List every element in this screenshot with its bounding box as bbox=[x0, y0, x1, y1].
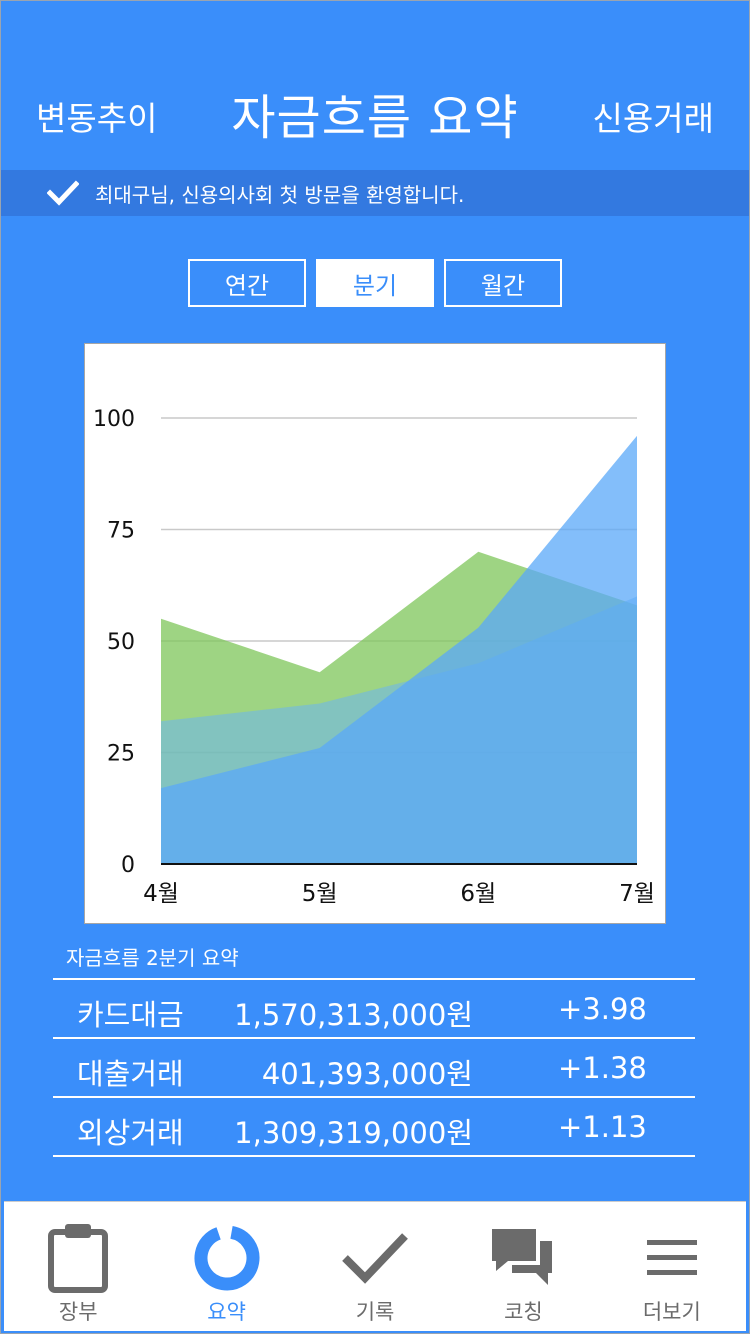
check-icon bbox=[47, 180, 79, 206]
row-name: 대출거래 bbox=[77, 1057, 184, 1091]
y-tick-label: 0 bbox=[121, 853, 135, 878]
tabbar-item-summary[interactable]: 요약 bbox=[152, 1202, 300, 1331]
bottom-tab-bar: 장부 요약 기록 코칭 bbox=[4, 1201, 746, 1331]
summary-title: 자금흐름 2분기 요약 bbox=[66, 946, 239, 970]
tabbar-item-ledger[interactable]: 장부 bbox=[4, 1202, 152, 1331]
row-amount: 1,309,319,000원 bbox=[234, 1116, 473, 1150]
series-area-3 bbox=[161, 435, 637, 864]
tabbar-label: 기록 bbox=[355, 1300, 395, 1324]
tabbar-label: 장부 bbox=[58, 1300, 98, 1324]
menu-icon bbox=[646, 1240, 697, 1275]
row-change: +1.38 bbox=[558, 1051, 647, 1085]
x-tick-label: 7월 bbox=[619, 881, 655, 907]
clipboard-icon bbox=[48, 1224, 109, 1293]
x-tick-label: 6월 bbox=[460, 881, 496, 907]
tab-quarterly[interactable]: 분기 bbox=[316, 259, 434, 307]
tabbar-label: 코칭 bbox=[504, 1300, 543, 1324]
x-tick-label: 5월 bbox=[302, 881, 338, 907]
row-change: +3.98 bbox=[558, 992, 647, 1026]
tabbar-label: 더보기 bbox=[642, 1300, 701, 1324]
app-header: 변동추이 자금흐름 요약 신용거래 bbox=[0, 0, 750, 170]
page-title-wrap: 자금흐름 요약 bbox=[0, 78, 750, 148]
check-icon bbox=[342, 1233, 408, 1284]
y-tick-label: 50 bbox=[107, 630, 135, 655]
notice-text: 최대구님, 신용의사회 첫 방문을 환영합니다. bbox=[95, 182, 465, 207]
row-amount: 1,570,313,000원 bbox=[234, 998, 473, 1032]
row-change: +1.13 bbox=[558, 1110, 647, 1144]
cashflow-chart: 0 25 50 75 100 4월 5월 6월 7월 bbox=[84, 343, 666, 924]
table-row[interactable]: 외상거래 1,309,319,000원 +1.13 bbox=[53, 1098, 695, 1157]
donut-chart-icon bbox=[194, 1225, 260, 1291]
row-name: 외상거래 bbox=[77, 1116, 184, 1150]
table-row[interactable]: 대출거래 401,393,000원 +1.38 bbox=[53, 1039, 695, 1098]
tabbar-item-coaching[interactable]: 코칭 bbox=[449, 1202, 597, 1331]
chat-bubbles-icon bbox=[492, 1229, 553, 1285]
table-row[interactable]: 카드대금 1,570,313,000원 +3.98 bbox=[53, 980, 695, 1039]
chart-svg: 0 25 50 75 100 4월 5월 6월 7월 bbox=[93, 407, 655, 907]
y-tick-label: 100 bbox=[93, 407, 135, 432]
tabbar-label: 요약 bbox=[207, 1300, 246, 1324]
x-tick-label: 4월 bbox=[143, 881, 179, 907]
summary-table: 카드대금 1,570,313,000원 +3.98 대출거래 401,393,0… bbox=[53, 978, 695, 1157]
welcome-notice: 최대구님, 신용의사회 첫 방문을 환영합니다. bbox=[0, 170, 750, 216]
row-name: 카드대금 bbox=[77, 998, 184, 1032]
page-title: 자금흐름 요약 bbox=[231, 90, 519, 146]
tab-monthly[interactable]: 월간 bbox=[444, 259, 562, 307]
row-amount: 401,393,000원 bbox=[261, 1057, 473, 1091]
y-tick-label: 75 bbox=[107, 519, 135, 544]
tab-yearly[interactable]: 연간 bbox=[188, 259, 306, 307]
tabbar-item-more[interactable]: 더보기 bbox=[598, 1202, 746, 1331]
period-tabs: 연간 분기 월간 bbox=[188, 259, 572, 307]
trend-link[interactable]: 변동추이 bbox=[36, 99, 158, 138]
y-tick-label: 25 bbox=[107, 742, 135, 767]
credit-link[interactable]: 신용거래 bbox=[592, 99, 714, 138]
tabbar-item-record[interactable]: 기록 bbox=[301, 1202, 449, 1331]
